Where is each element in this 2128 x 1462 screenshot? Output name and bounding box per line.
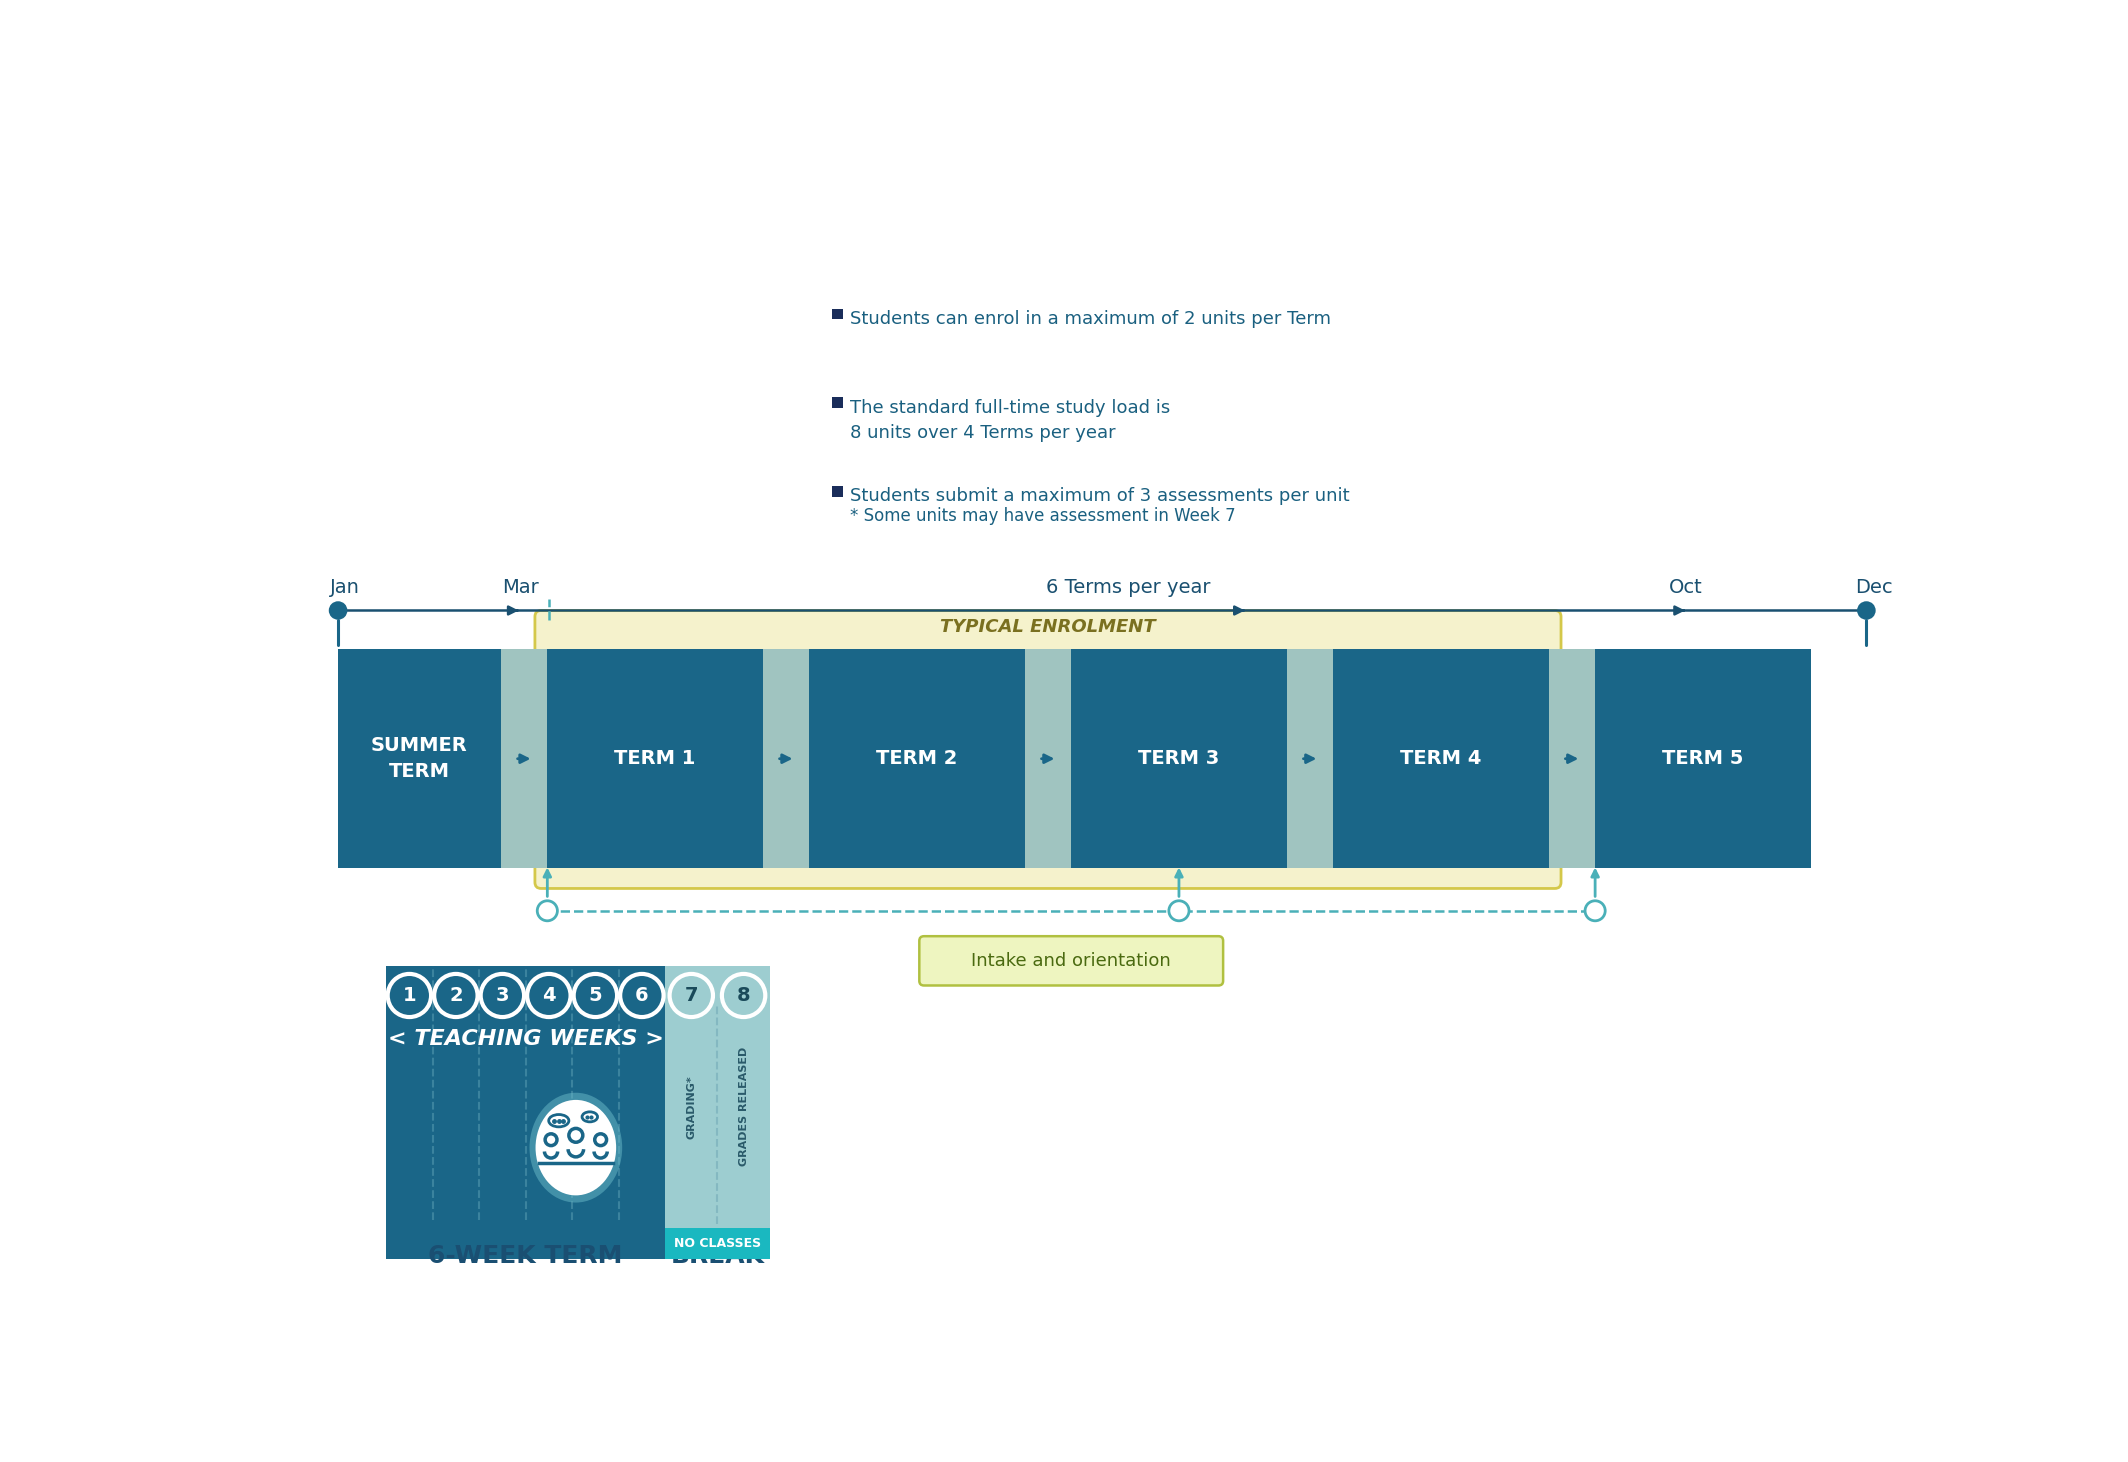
Text: 6 Terms per year: 6 Terms per year [1045,577,1211,596]
Bar [338,649,500,868]
Circle shape [528,974,570,1018]
Text: BREAK: BREAK [670,1244,764,1268]
Text: TERM 2: TERM 2 [877,749,958,768]
Text: 2: 2 [449,985,462,1004]
Text: Oct: Oct [1668,577,1702,596]
Text: TERM 5: TERM 5 [1662,749,1743,768]
Text: 6-WEEK TERM: 6-WEEK TERM [428,1244,624,1268]
Circle shape [387,974,432,1018]
Text: Students submit a maximum of 3 assessments per unit: Students submit a maximum of 3 assessmen… [851,487,1349,506]
Bar [1596,649,1811,868]
Bar [832,398,843,408]
Circle shape [575,974,617,1018]
Text: TYPICAL ENROLMENT: TYPICAL ENROLMENT [941,618,1156,636]
Text: 1: 1 [402,985,417,1004]
Circle shape [619,974,664,1018]
Bar [1070,649,1287,868]
Bar [1287,649,1332,868]
Circle shape [536,901,558,921]
Text: Intake and orientation: Intake and orientation [970,952,1170,969]
Text: GRADES RELEASED: GRADES RELEASED [738,1047,749,1167]
FancyBboxPatch shape [919,936,1224,985]
Bar [500,649,547,868]
Circle shape [481,974,523,1018]
Bar [666,966,770,1259]
Circle shape [328,601,347,620]
Circle shape [1858,601,1875,620]
Bar [832,308,843,319]
Text: Students can enrol in a maximum of 2 units per Term: Students can enrol in a maximum of 2 uni… [851,310,1332,327]
Text: 5: 5 [589,985,602,1004]
Text: < TEACHING WEEKS >: < TEACHING WEEKS > [387,1029,664,1050]
Text: * Some units may have assessment in Week 7: * Some units may have assessment in Week… [851,506,1236,525]
Bar [1332,649,1549,868]
Text: TERM 1: TERM 1 [615,749,696,768]
Ellipse shape [536,1099,617,1196]
Circle shape [670,974,713,1018]
Ellipse shape [530,1092,621,1203]
Bar [762,649,809,868]
Bar [809,649,1026,868]
Text: The standard full-time study load is
8 units over 4 Terms per year: The standard full-time study load is 8 u… [851,399,1170,442]
Bar [832,485,843,497]
Bar [385,966,666,1259]
Text: 6: 6 [634,985,649,1004]
FancyBboxPatch shape [534,611,1562,889]
Circle shape [721,974,766,1018]
Text: 7: 7 [685,985,698,1004]
Text: SUMMER
TERM: SUMMER TERM [370,735,468,782]
Circle shape [1168,901,1190,921]
Circle shape [1585,901,1605,921]
Text: TERM 4: TERM 4 [1400,749,1481,768]
Bar [547,649,762,868]
Text: GRADING*: GRADING* [687,1075,696,1139]
Circle shape [434,974,477,1018]
Text: TERM 3: TERM 3 [1138,749,1219,768]
Text: NO CLASSES: NO CLASSES [675,1237,762,1250]
Bar [666,1228,770,1259]
Bar [1026,649,1070,868]
Text: 4: 4 [543,985,555,1004]
Text: 3: 3 [496,985,509,1004]
Text: Jan: Jan [330,577,360,596]
Text: Dec: Dec [1856,577,1892,596]
Bar [1549,649,1596,868]
Text: Mar: Mar [502,577,538,596]
Text: 8: 8 [736,985,751,1004]
